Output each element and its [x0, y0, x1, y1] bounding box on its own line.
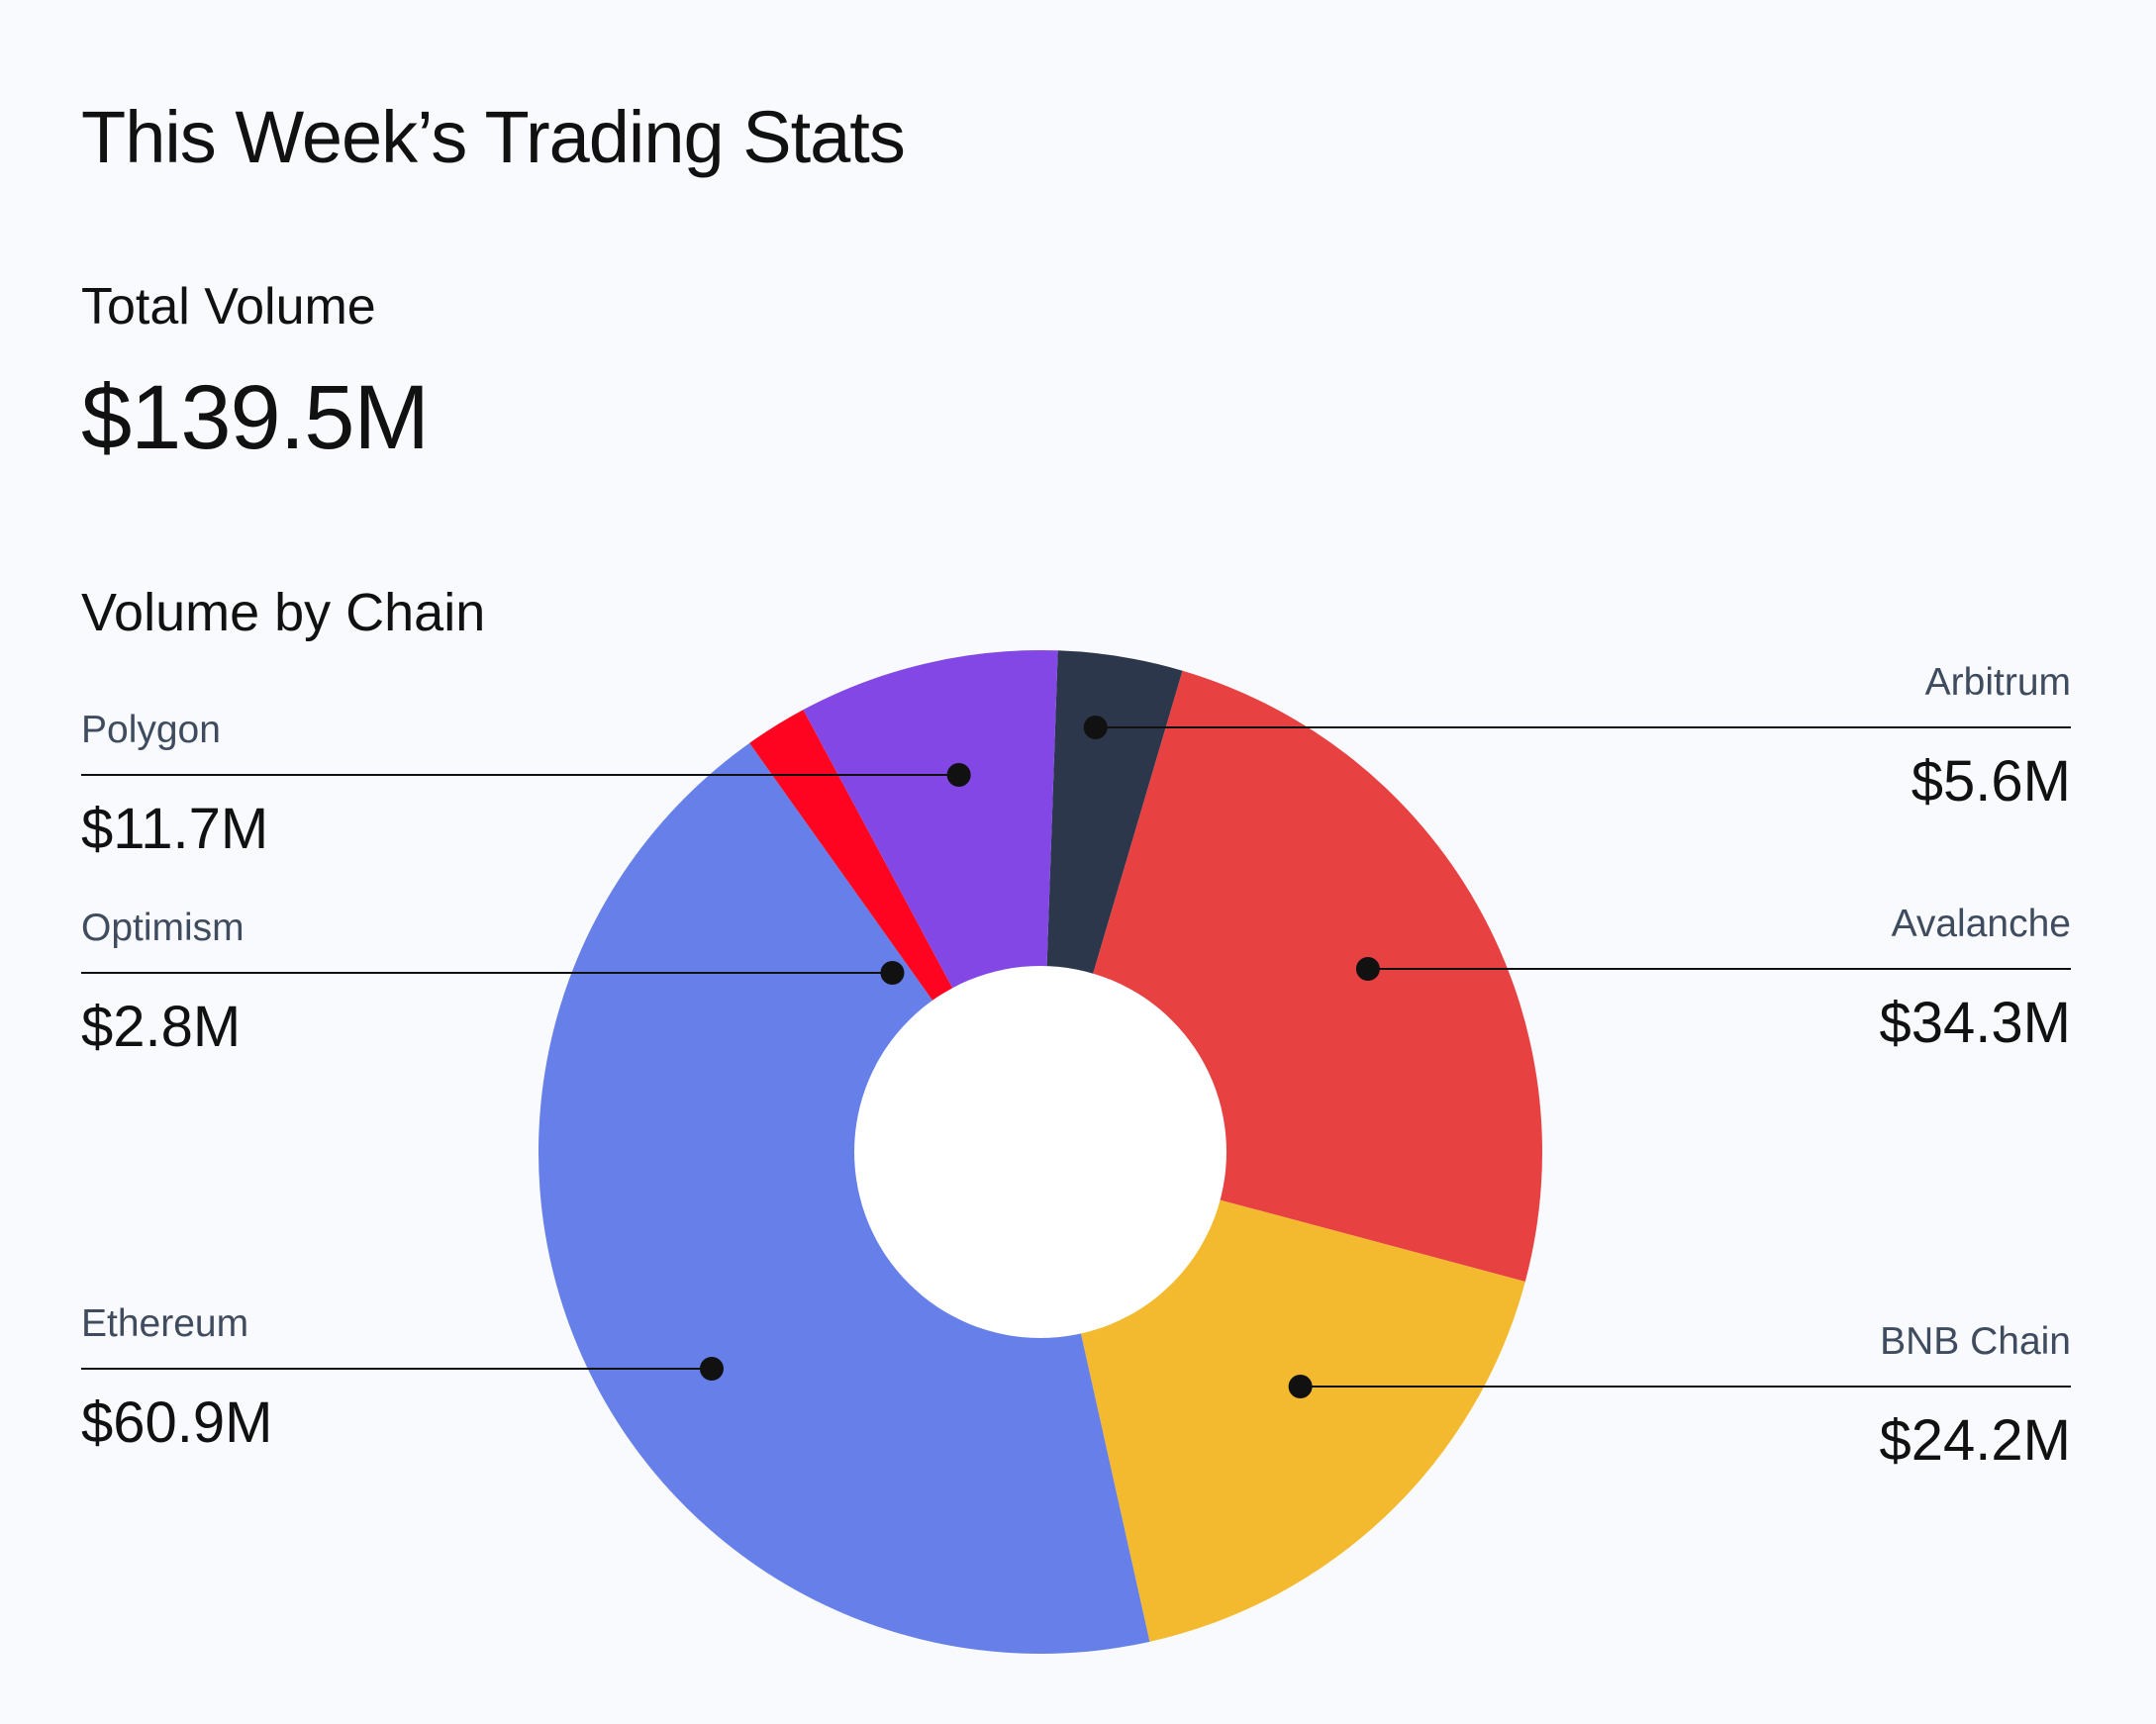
leader-dot-polygon — [946, 763, 971, 787]
legend-value-optimism: $2.8M — [81, 995, 242, 1059]
legend-name-polygon: Polygon — [81, 709, 221, 751]
chart-slices — [539, 650, 1543, 1654]
legend-name-arbitrum: Arbitrum — [1924, 661, 2071, 704]
donut-hole — [854, 966, 1226, 1338]
total-volume-label: Total Volume — [81, 278, 376, 335]
leader-dot-optimism — [880, 961, 905, 985]
legend-name-avalanche: Avalanche — [1891, 903, 2071, 945]
slice-ethereum — [539, 742, 1150, 1654]
volume-by-chain-label: Volume by Chain — [81, 583, 486, 642]
leader-dot-bnb-chain — [1288, 1375, 1313, 1398]
legend-name-ethereum: Ethereum — [81, 1302, 249, 1345]
leader-dot-arbitrum — [1083, 716, 1108, 739]
leader-dot-ethereum — [699, 1357, 724, 1381]
legend-value-bnb-chain: $24.2M — [1879, 1408, 2071, 1473]
total-volume-value: $139.5M — [81, 367, 430, 468]
legend-value-arbitrum: $5.6M — [1911, 749, 2071, 814]
legend-value-polygon: $11.7M — [81, 797, 269, 861]
legend-value-avalanche: $34.3M — [1879, 991, 2071, 1055]
chart-leader-lines — [81, 716, 2071, 1398]
leader-dot-avalanche — [1355, 957, 1380, 981]
legend-value-ethereum: $60.9M — [81, 1390, 273, 1455]
legend-name-optimism: Optimism — [81, 907, 245, 949]
page-title: This Week’s Trading Stats — [81, 96, 906, 178]
legend-name-bnb-chain: BNB Chain — [1880, 1320, 2071, 1363]
